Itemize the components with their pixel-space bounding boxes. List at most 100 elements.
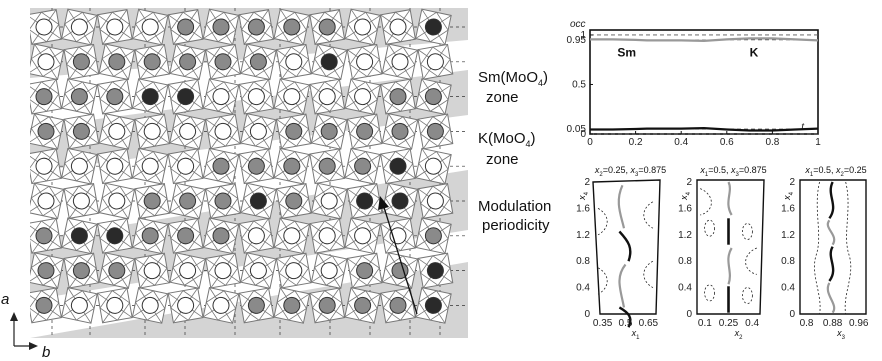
tetra-inner (207, 185, 239, 217)
tetra-inner (243, 255, 274, 286)
cation-site (35, 157, 53, 175)
cation-site (389, 157, 407, 175)
moo4-tetrahedron (134, 113, 171, 150)
series-line-sm (590, 37, 819, 43)
y-axis-label: x4 (782, 191, 795, 201)
moo4-tetrahedron (63, 252, 100, 289)
tetra-inner (170, 11, 201, 43)
moo4-tetrahedron (417, 113, 454, 150)
label-var: x (679, 195, 689, 201)
tetra-inner (276, 220, 308, 252)
y-tick-label: 1.2 (678, 230, 692, 241)
cation-site (212, 157, 230, 175)
contour-ellipse (742, 287, 753, 304)
cation-site (72, 262, 90, 280)
tetra-inner (170, 290, 201, 321)
cation-site (214, 192, 232, 210)
tetra-inner (382, 11, 414, 43)
cation-site (35, 18, 53, 36)
cation-site (318, 157, 336, 175)
label-sub: 1 (636, 335, 640, 341)
tetra-inner (205, 290, 237, 321)
moo4-tetrahedron (131, 78, 169, 115)
sm-density-trace (618, 263, 627, 308)
label-var: x (699, 165, 705, 175)
tetra-inner (30, 11, 60, 43)
cation-site (354, 88, 372, 106)
tetra-inner (241, 290, 272, 321)
tetra-inner (30, 220, 60, 252)
tetra-inner (313, 116, 345, 147)
cation-site (249, 192, 267, 210)
tetra-inner (66, 116, 97, 147)
tetra-inner (134, 220, 166, 252)
moo4-tetrahedron (273, 78, 311, 115)
cation-site (354, 157, 372, 175)
cation-site (108, 262, 126, 280)
moo4-tetrahedron (275, 113, 312, 150)
tetra-inner (172, 46, 203, 78)
label-var: x (630, 165, 636, 175)
tetra-inner (347, 150, 378, 182)
moo4-tetrahedron (344, 287, 381, 324)
moo4-tetrahedron (310, 43, 348, 81)
x-tick-label: 0.88 (823, 318, 843, 329)
tetra-inner (66, 185, 97, 217)
moo4-tetrahedron (131, 147, 169, 185)
cation-site (70, 157, 88, 175)
label-var: x (835, 165, 841, 175)
y-tick-label: 1 (580, 30, 586, 41)
tetra-inner (101, 185, 133, 217)
cation-site (179, 122, 197, 140)
tetra-inner (241, 150, 272, 182)
cation-site (143, 262, 161, 280)
x-axis-label: x3 (836, 328, 846, 341)
cation-site (285, 122, 303, 140)
tetra-inner (418, 290, 449, 321)
tetra-inner (136, 255, 168, 286)
x-tick-label: 0.1 (698, 318, 712, 329)
tetra-inner (384, 185, 416, 217)
modulation-label: Modulation (478, 198, 551, 215)
label-text: =0.5, (813, 165, 836, 175)
label-sub: 2 (599, 172, 603, 178)
moo4-tetrahedron (417, 43, 454, 80)
y-tick-label: 1.6 (781, 203, 795, 214)
moo4-tetrahedron (309, 287, 346, 324)
y-tick-label: 0 (580, 129, 586, 140)
tetra-inner (311, 290, 343, 321)
tetra-inner (134, 150, 166, 182)
moo4-tetrahedron (415, 78, 452, 115)
label-var: x (836, 328, 842, 338)
x-axis-label: x2 (734, 328, 744, 341)
label-sub: 3 (635, 172, 639, 178)
moo4-tetrahedron (30, 148, 62, 185)
cation-site (106, 18, 124, 36)
y-tick-label: 0.5 (572, 79, 586, 90)
tetra-inner (30, 81, 60, 112)
moo4-tetrahedron (167, 217, 204, 254)
moo4-tetrahedron (96, 217, 133, 254)
moo4-tetrahedron (275, 43, 312, 80)
modulation-arrow (382, 203, 418, 315)
cation-site (356, 192, 374, 210)
moo4-tetrahedron (98, 252, 136, 289)
moo4-tetrahedron (30, 287, 62, 324)
moo4-tetrahedron (381, 113, 419, 150)
cation-site (106, 88, 124, 106)
moo4-tetrahedron (238, 217, 275, 254)
sm-density-trace (617, 184, 626, 229)
cation-site (424, 227, 442, 245)
moo4-tetrahedron (240, 252, 277, 289)
cation-site (424, 88, 442, 106)
tetra-inner (313, 255, 345, 286)
y-tick-label: 1.6 (678, 203, 692, 214)
y-tick-label: 2 (686, 177, 692, 188)
label-var: x (734, 328, 740, 338)
tetra-inner (99, 290, 131, 321)
moo4-tetrahedron (30, 9, 62, 45)
tetra-inner (101, 255, 133, 286)
cation-site (354, 296, 372, 314)
tetra-inner (349, 185, 380, 217)
